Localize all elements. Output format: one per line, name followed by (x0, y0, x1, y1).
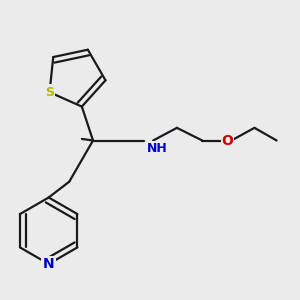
Text: N: N (43, 257, 55, 271)
Text: NH: NH (147, 142, 168, 155)
Text: O: O (222, 134, 233, 148)
Text: S: S (45, 86, 54, 99)
